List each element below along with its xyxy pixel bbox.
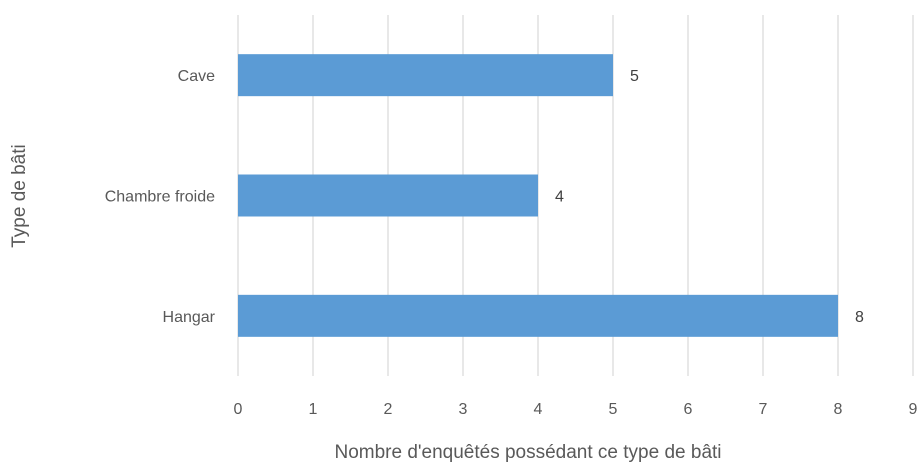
category-label: Chambre froide [105,189,215,206]
x-axis-ticks: 0 1 2 3 4 5 6 7 8 9 [234,401,918,418]
y-axis-categories: Hangar Chambre froide Cave [105,68,216,326]
x-tick-label: 9 [909,401,918,418]
bar-chambre-froide [238,174,538,217]
x-tick-label: 1 [309,401,318,418]
x-axis-title: Nombre d'enquêtés possédant ce type de b… [334,442,721,463]
y-axis-title: Type de bâti [9,144,30,248]
x-tick-label: 6 [684,401,693,418]
x-tick-label: 7 [759,401,768,418]
category-label: Cave [178,68,215,85]
category-label: Hangar [163,309,216,326]
data-label: 5 [630,68,639,85]
data-label: 4 [555,189,564,206]
x-tick-label: 4 [534,401,543,418]
bar-cave [238,54,613,97]
x-tick-label: 5 [609,401,618,418]
x-tick-label: 2 [384,401,393,418]
x-tick-label: 3 [459,401,468,418]
data-label: 8 [855,309,864,326]
data-labels: 8 4 5 [555,68,864,326]
bar-hangar [238,294,838,337]
x-tick-label: 0 [234,401,243,418]
x-tick-label: 8 [834,401,843,418]
bar-series [238,54,838,337]
